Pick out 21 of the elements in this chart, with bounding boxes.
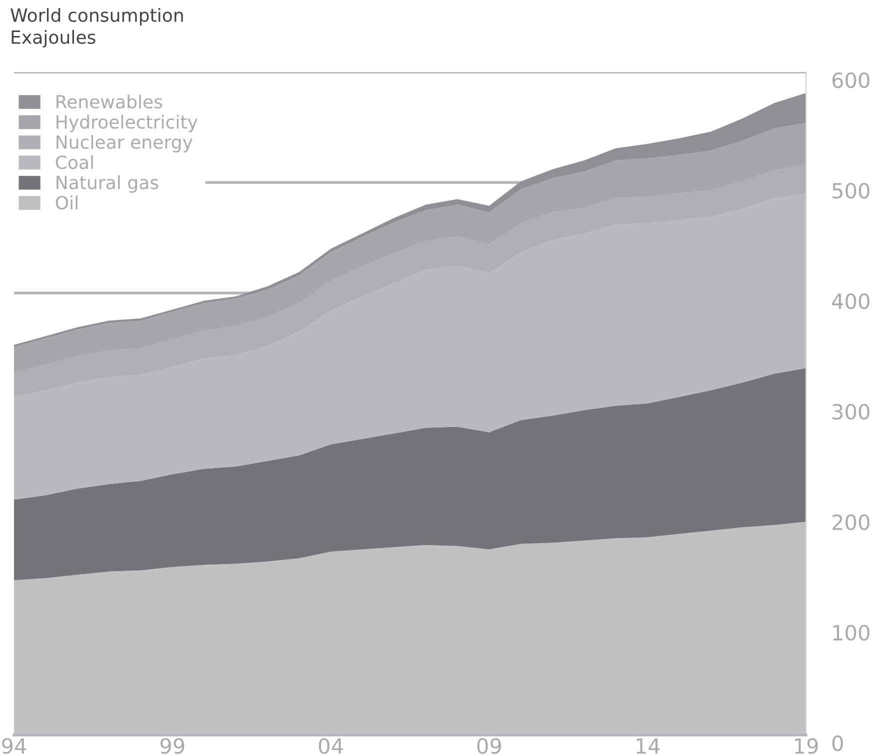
legend-label: Natural gas	[56, 175, 158, 193]
chart-title: World consumption	[10, 8, 183, 26]
x-tick-label: 04	[318, 738, 343, 754]
y-tick-label: 300	[832, 404, 870, 420]
x-tick-label: 14	[636, 738, 660, 754]
x-tick-label: 09	[477, 738, 501, 754]
legend-label: Renewables	[56, 94, 162, 109]
x-tick-label: 94	[2, 738, 26, 754]
y-tick-label: 400	[832, 293, 870, 310]
x-tick-label: 19	[795, 738, 818, 754]
y-tick-label: 0	[832, 735, 843, 752]
legend-label: Hydroelectricity	[56, 114, 198, 132]
legend-label: Oil	[56, 196, 78, 210]
chart-subtitle: Exajoules	[12, 30, 96, 48]
y-tick-label: 200	[832, 514, 870, 530]
y-tick-label: 100	[833, 624, 870, 641]
y-tick-label: 600	[832, 72, 870, 88]
legend-label: Coal	[56, 155, 93, 170]
y-tick-label: 500	[832, 182, 870, 199]
legend-label: Nuclear energy	[56, 134, 192, 152]
x-tick-label: 99	[160, 738, 184, 754]
